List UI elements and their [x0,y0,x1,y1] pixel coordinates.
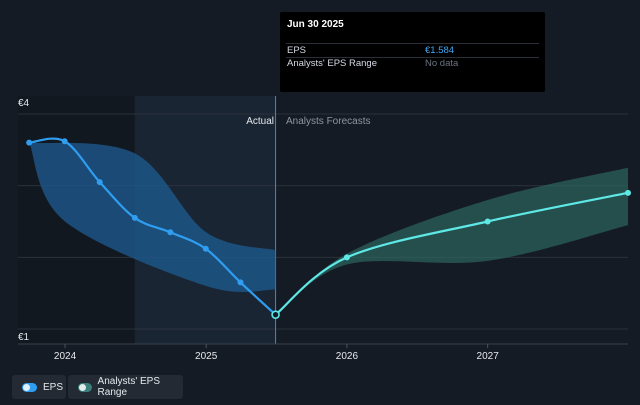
forecast-eps-point[interactable] [484,218,491,225]
tooltip-divider [286,57,539,58]
actual-eps-point[interactable] [61,138,68,145]
y-tick-label-top: €4 [18,98,30,109]
y-tick-label-bottom: €1 [18,332,30,343]
legend-item-range[interactable]: Analysts' EPS Range [68,375,183,399]
actual-eps-point[interactable] [26,139,33,146]
x-tick-label: 2027 [477,351,500,362]
actual-eps-point[interactable] [96,179,103,186]
chart-gridlines [18,96,628,345]
chart-lines [29,137,629,316]
forecast-eps-point[interactable] [343,254,350,261]
actual-eps-line [29,137,277,316]
tooltip-date: Jun 30 2025 [287,19,344,30]
chart-labels: €4 €1 Actual Analysts Forecasts [18,98,370,343]
forecast-eps-line [274,191,629,316]
tooltip-range-label: Analysts' EPS Range [287,58,377,69]
actual-eps-point[interactable] [202,245,209,252]
tooltip-eps-value: €1.584 [425,45,455,56]
tooltip-divider [286,43,539,44]
legend-eps-label: EPS [43,381,64,393]
x-axis: 2024 2025 2026 2027 [54,344,499,362]
legend-item-eps[interactable]: EPS [12,375,66,399]
legend-range-swatch-icon [78,382,92,392]
forecast-range-band [275,167,628,315]
x-tick-label: 2026 [336,351,359,362]
actual-period-label: Actual [246,116,274,127]
legend-eps-swatch-icon [22,382,37,392]
legend-range-label: Analysts' EPS Range [97,376,161,398]
actual-eps-point[interactable] [237,279,244,286]
actual-eps-point[interactable] [167,229,174,236]
tooltip-row-eps: EPS €1.584 [286,45,539,57]
actual-eps-point[interactable] [271,310,280,319]
tooltip-row-range: Analysts' EPS Range No data [286,58,539,70]
tooltip-eps-label: EPS [287,45,307,56]
forecast-eps-point[interactable] [625,189,631,196]
x-tick-label: 2024 [54,351,77,362]
actual-eps-point[interactable] [131,214,138,221]
x-tick-label: 2025 [195,351,218,362]
hover-tooltip: Jun 30 2025 EPS €1.584 Analysts' EPS Ran… [280,12,545,92]
chart-points[interactable] [26,138,631,319]
tooltip-range-value: No data [425,58,459,69]
forecast-period-label: Analysts Forecasts [286,116,370,127]
